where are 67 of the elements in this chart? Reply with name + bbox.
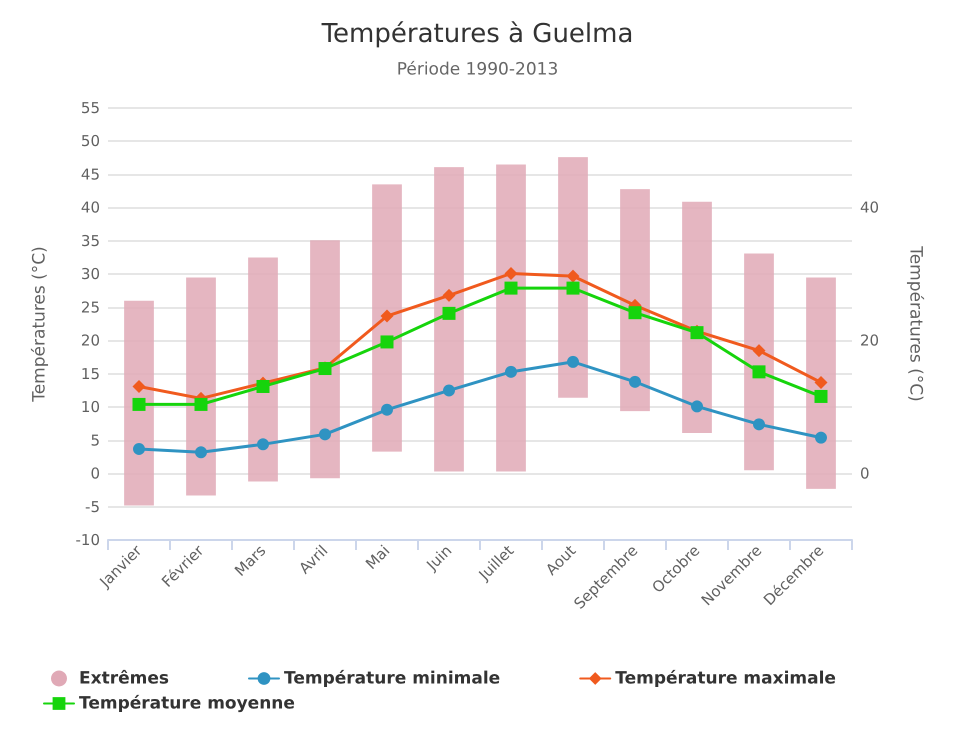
point — [691, 400, 703, 412]
point — [566, 282, 580, 295]
point — [814, 390, 828, 403]
y-tick-label: 5 — [90, 431, 100, 450]
point — [752, 365, 766, 378]
point — [504, 282, 518, 295]
y2-tick-label: 40 — [860, 198, 880, 217]
point — [567, 356, 579, 368]
bar — [744, 254, 774, 470]
y-tick-label: 40 — [80, 198, 100, 217]
point — [380, 335, 394, 348]
y-tick-label: 50 — [80, 132, 100, 150]
chart-title: Températures à Guelma — [320, 19, 634, 49]
bar — [310, 240, 340, 478]
legend-label: Température minimale — [284, 668, 572, 688]
point — [629, 376, 641, 388]
y-tick-label: 35 — [80, 232, 100, 250]
y-tick-label: 25 — [80, 298, 100, 316]
chart-subtitle: Période 1990-2013 — [396, 60, 558, 80]
bar — [620, 189, 650, 412]
y-tick-label: 45 — [80, 165, 100, 184]
point — [443, 384, 455, 396]
bar — [682, 202, 712, 433]
point — [380, 310, 394, 323]
point — [753, 418, 765, 430]
point — [752, 344, 766, 358]
y-tick-label: 30 — [80, 265, 100, 284]
point — [442, 306, 456, 320]
bar — [372, 184, 402, 452]
bar — [248, 258, 278, 482]
bar — [806, 277, 836, 489]
legend-label: Température maximale — [615, 668, 907, 688]
legend-label: Température moyenne — [79, 694, 366, 714]
point — [195, 446, 207, 458]
y-tick-label: 10 — [80, 398, 100, 416]
y-tick-label: 15 — [80, 364, 100, 383]
point — [257, 438, 269, 450]
point — [132, 380, 146, 393]
y2-axis-title: Températures (°C) — [906, 245, 926, 402]
point — [381, 404, 393, 416]
bar — [124, 300, 154, 506]
point — [628, 306, 642, 320]
point — [133, 442, 145, 455]
point — [256, 380, 270, 393]
point — [505, 366, 517, 378]
y2-tick-label: 0 — [860, 464, 870, 483]
y-tick-label: 0 — [90, 464, 100, 483]
point — [815, 432, 827, 444]
y-tick-label: 20 — [80, 332, 100, 350]
bar — [558, 157, 588, 398]
y-tick-label: -5 — [85, 498, 100, 516]
point — [814, 376, 828, 389]
y-tick-label: -10 — [76, 531, 100, 549]
legend-label: Extrêmes — [79, 668, 240, 688]
bar — [434, 167, 464, 472]
bar — [186, 277, 216, 496]
x-tick-label: Mai — [362, 542, 394, 573]
point — [442, 288, 456, 302]
point — [566, 270, 580, 283]
point — [504, 266, 518, 280]
point — [132, 398, 146, 411]
point — [194, 398, 208, 411]
y-tick-label: 55 — [80, 99, 100, 117]
bar — [496, 164, 526, 472]
y2-tick-label: 20 — [860, 332, 880, 350]
point — [319, 428, 331, 440]
y-axis-title: Températures (°C) — [30, 246, 50, 403]
